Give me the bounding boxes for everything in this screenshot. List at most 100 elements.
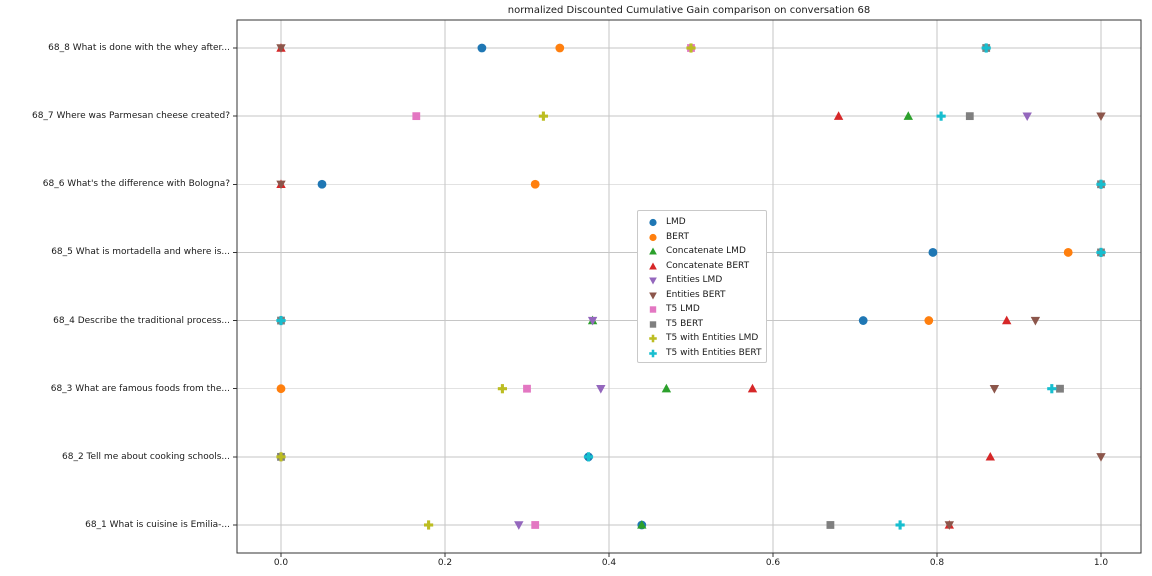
y-tick-label: 68_3 What are famous foods from the... [50, 383, 230, 394]
data-point-plus [1096, 247, 1106, 258]
data-point-triangle-up [903, 111, 913, 120]
data-point-triangle-up [649, 261, 657, 270]
x-tick-label: 1.0 [1093, 558, 1109, 568]
y-tick-label: 68_1 What is cuisine is Emilia-... [85, 519, 230, 530]
data-point-triangle-up [747, 383, 758, 393]
legend-entry: T5 with Entities BERT [638, 346, 766, 361]
legend-plus-icon [646, 346, 660, 361]
legend: LMD BERT Concatenate LMD Concatenate BERT En… [637, 210, 767, 363]
axes-border [236, 19, 1142, 554]
legend-label: T5 with Entities LMD [666, 333, 759, 343]
data-point-circle [555, 43, 565, 53]
legend-triangle-up-icon [646, 244, 660, 259]
y-tick-label: 68_2 Tell me about cooking schools... [62, 451, 230, 462]
legend-triangle-down-icon [646, 288, 660, 303]
data-point-triangle-down [989, 385, 1000, 394]
data-point-plus [686, 43, 696, 53]
data-point-circle [530, 179, 540, 189]
legend-label: Concatenate BERT [666, 260, 750, 271]
y-tick-label: 68_6 What's the difference with Bologna? [42, 179, 230, 190]
data-point-triangle-up [985, 451, 995, 461]
data-point-triangle-down [1030, 316, 1041, 326]
data-point-plus [583, 452, 594, 462]
data-point-circle [928, 248, 938, 257]
x-tick-label: 0.2 [437, 558, 453, 568]
data-point-plus [936, 111, 946, 121]
x-tick-label: 0.0 [273, 558, 289, 568]
legend-label: Entities BERT [666, 289, 726, 300]
data-point-square [412, 112, 421, 121]
data-point-plus [424, 520, 434, 530]
data-point-plus [649, 349, 657, 357]
data-point-triangle-up [649, 247, 657, 255]
legend-triangle-up-icon [646, 259, 660, 274]
data-point-plus [1047, 384, 1057, 394]
data-point-triangle-down [276, 44, 286, 53]
data-point-circle [276, 384, 286, 394]
legend-plus-icon [646, 331, 660, 346]
chart-title: normalized Discounted Cumulative Gain co… [507, 5, 871, 16]
legend-triangle-down-icon [646, 273, 660, 288]
data-point-plus [1096, 179, 1106, 189]
legend-circle-icon [646, 215, 660, 230]
legend-label: LMD [666, 217, 686, 227]
data-point-circle [1063, 248, 1073, 257]
data-point-triangle-up [637, 520, 647, 529]
legend-label: T5 with Entities BERT [666, 347, 762, 358]
data-point-square [1056, 384, 1064, 393]
legend-label: T5 BERT [666, 318, 704, 329]
legend-entry: T5 BERT [638, 317, 766, 332]
legend-entry: Entities LMD [638, 273, 766, 288]
legend-label: BERT [666, 231, 689, 242]
data-point-triangle-down [596, 385, 606, 394]
data-point-circle [317, 179, 327, 189]
data-point-circle [924, 316, 934, 325]
data-point-triangle-up [833, 111, 844, 120]
legend-entry: Concatenate LMD [638, 244, 766, 259]
y-tick-label: 68_7 Where was Parmesan cheese created? [31, 111, 230, 122]
data-point-plus [895, 520, 905, 530]
data-point-plus [981, 43, 991, 53]
x-tick-label: 0.6 [765, 558, 781, 568]
data-point-triangle-down [1096, 453, 1106, 462]
legend-square-icon [646, 302, 660, 317]
legend-circle-icon [646, 230, 660, 245]
legend-entry: T5 LMD [638, 302, 766, 317]
y-tick-label: 68_8 What is done with the whey after... [48, 43, 230, 53]
data-point-square [649, 306, 657, 313]
data-point-triangle-down [1022, 112, 1032, 122]
data-point-circle [649, 233, 657, 241]
data-point-triangle-down [514, 521, 524, 530]
y-tick-label: 68_4 Describe the traditional process... [53, 315, 230, 326]
legend-entry: T5 with Entities LMD [638, 331, 766, 346]
data-point-plus [276, 452, 286, 462]
data-point-triangle-down [649, 277, 657, 285]
data-point-plus [276, 315, 286, 326]
data-point-plus [538, 111, 548, 121]
data-point-square [523, 384, 531, 393]
legend-entry: BERT [638, 230, 766, 245]
legend-entry: LMD [638, 215, 766, 230]
data-point-plus [497, 384, 507, 394]
data-point-circle [649, 218, 657, 227]
data-point-circle [477, 43, 487, 53]
data-point-triangle-down [944, 521, 954, 530]
x-tick-label: 0.4 [601, 558, 617, 568]
data-point-plus [649, 334, 657, 343]
data-point-triangle-down [587, 316, 598, 326]
y-tick-label: 68_5 What is mortadella and where is... [51, 247, 230, 258]
data-point-square [965, 112, 974, 121]
data-point-triangle-down [1096, 112, 1106, 122]
data-point-triangle-up [661, 383, 672, 393]
legend-entry: Concatenate BERT [638, 259, 766, 274]
data-point-square [826, 521, 835, 529]
legend-label: Concatenate LMD [666, 246, 746, 256]
data-point-triangle-down [649, 291, 657, 300]
legend-label: T5 LMD [666, 304, 700, 314]
data-point-square [531, 521, 540, 529]
data-point-triangle-up [1002, 315, 1012, 325]
legend-entry: Entities BERT [638, 288, 766, 303]
data-point-circle [858, 316, 868, 325]
